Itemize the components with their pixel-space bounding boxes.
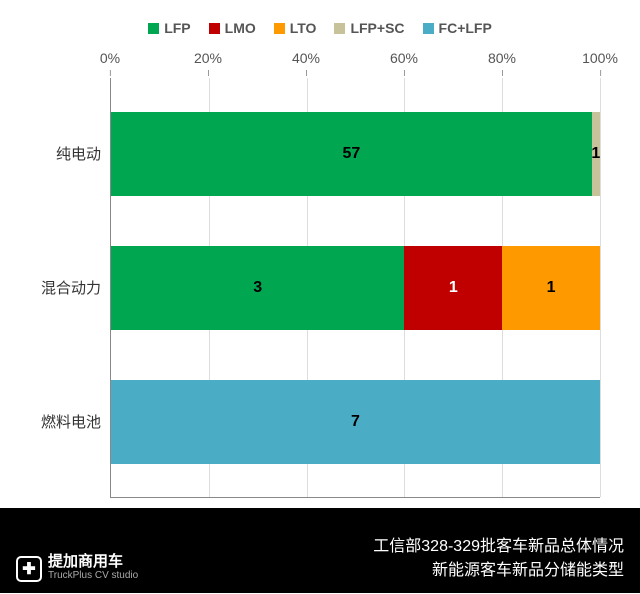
legend: LFP LMO LTO LFP+SC FC+LFP <box>30 20 610 36</box>
axis-tick: 20% <box>194 50 222 66</box>
bar-track: 571 <box>111 112 600 196</box>
axis-tick: 40% <box>292 50 320 66</box>
footer-title-line1: 工信部328-329批客车新品总体情况 <box>373 535 624 559</box>
bar-row: 混合动力311 <box>111 246 600 330</box>
legend-swatch <box>334 23 345 34</box>
legend-swatch <box>209 23 220 34</box>
bar-track: 311 <box>111 246 600 330</box>
legend-item: LFP <box>148 20 190 36</box>
legend-swatch <box>423 23 434 34</box>
legend-label: FC+LFP <box>439 20 492 36</box>
plot-area: 纯电动571 混合动力311 燃料电池7 <box>110 78 600 498</box>
footer-bar: ✚ 提加商用车 TruckPlus CV studio 工信部328-329批客… <box>0 508 640 593</box>
x-axis: 0%20%40%60%80%100% <box>110 50 600 78</box>
bar-segment: 1 <box>502 246 600 330</box>
bar-segment: 1 <box>592 112 600 196</box>
axis-tick: 100% <box>582 50 618 66</box>
bar-track: 7 <box>111 380 600 464</box>
legend-item: LMO <box>209 20 256 36</box>
legend-swatch <box>274 23 285 34</box>
legend-swatch <box>148 23 159 34</box>
brand-block: ✚ 提加商用车 TruckPlus CV studio <box>16 554 138 583</box>
chart-container: LFP LMO LTO LFP+SC FC+LFP 0% 20% 40% 60% 80% 100%… <box>0 0 640 508</box>
bar-segment: 3 <box>111 246 404 330</box>
legend-item: LFP+SC <box>334 20 404 36</box>
gridline <box>600 78 601 497</box>
brand-name-en: TruckPlus CV studio <box>48 569 138 583</box>
brand-name-cn: 提加商用车 <box>48 554 138 569</box>
category-label: 混合动力 <box>31 277 101 298</box>
legend-label: LFP+SC <box>350 20 404 36</box>
footer-title: 工信部328-329批客车新品总体情况 新能源客车新品分储能类型 <box>373 535 624 583</box>
bar-row: 燃料电池7 <box>111 380 600 464</box>
legend-label: LFP <box>164 20 190 36</box>
bar-segment: 7 <box>111 380 600 464</box>
brand-text: 提加商用车 TruckPlus CV studio <box>48 554 138 583</box>
axis-tick: 80% <box>488 50 516 66</box>
brand-icon: ✚ <box>16 556 42 582</box>
legend-label: LTO <box>290 20 317 36</box>
bar-segment: 57 <box>111 112 592 196</box>
bar-segment: 1 <box>404 246 502 330</box>
bar-row: 纯电动571 <box>111 112 600 196</box>
category-label: 纯电动 <box>31 143 101 164</box>
footer-title-line2: 新能源客车新品分储能类型 <box>373 559 624 583</box>
legend-item: LTO <box>274 20 317 36</box>
legend-item: FC+LFP <box>423 20 492 36</box>
axis-tick: 60% <box>390 50 418 66</box>
axis-tick: 0% <box>100 50 120 66</box>
legend-label: LMO <box>225 20 256 36</box>
category-label: 燃料电池 <box>31 411 101 432</box>
